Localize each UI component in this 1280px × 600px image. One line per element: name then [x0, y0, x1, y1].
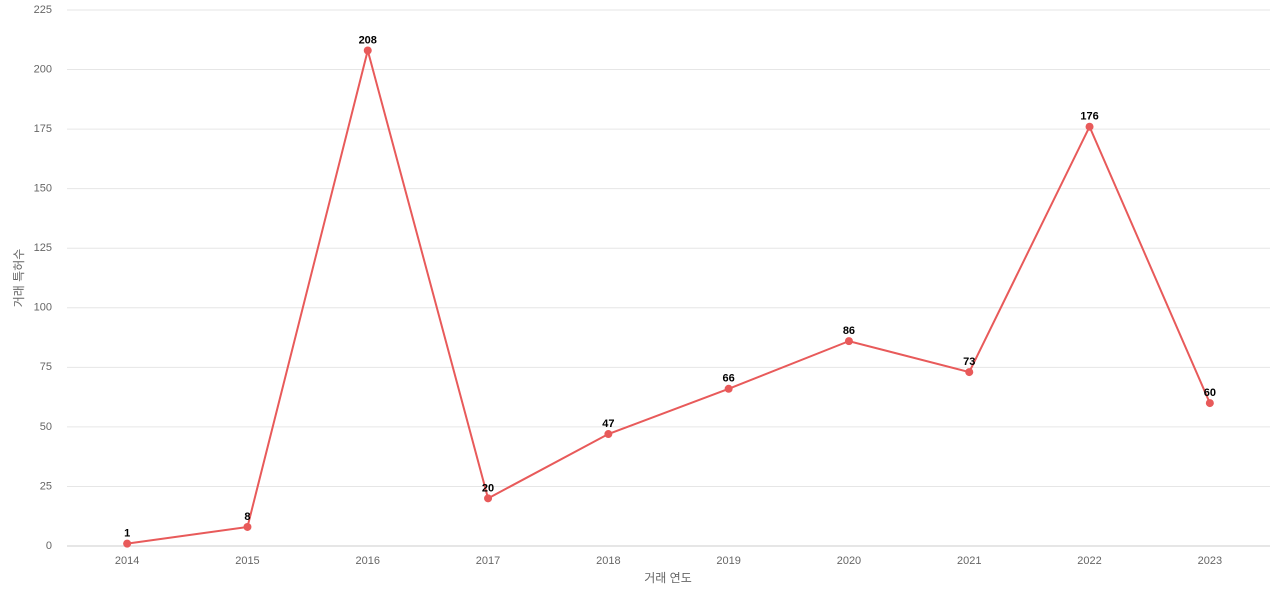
y-axis-title: 거래 특허수: [12, 249, 26, 308]
x-tick-label: 2022: [1077, 555, 1101, 567]
value-label: 208: [359, 34, 377, 46]
value-label: 176: [1080, 111, 1098, 123]
value-label: 60: [1204, 387, 1216, 399]
y-tick-label: 175: [34, 123, 52, 135]
x-tick-label: 2018: [596, 555, 620, 567]
point: [123, 539, 132, 548]
value-label: 73: [963, 356, 975, 368]
point: [1205, 399, 1214, 408]
x-tick-label: 2019: [716, 555, 740, 567]
point: [484, 494, 493, 503]
point: [243, 522, 252, 531]
point: [604, 430, 613, 439]
x-tick-label: 2021: [957, 555, 981, 567]
y-tick-label: 25: [40, 480, 52, 492]
point: [844, 337, 853, 346]
x-tick-label: 2017: [476, 555, 500, 567]
y-tick-label: 225: [34, 4, 52, 16]
x-axis-title: 거래 연도: [644, 571, 692, 585]
value-label: 86: [843, 325, 855, 337]
x-tick-label: 2015: [235, 555, 259, 567]
x-tick-label: 2014: [115, 555, 139, 567]
y-tick-label: 75: [40, 361, 52, 373]
value-label: 66: [723, 373, 735, 385]
y-tick-label: 200: [34, 63, 52, 75]
point: [1085, 122, 1094, 131]
y-tick-label: 150: [34, 183, 52, 195]
line: [127, 46, 1211, 545]
value-label: 1: [124, 528, 130, 540]
y-tick-label: 50: [40, 421, 52, 433]
point: [965, 368, 974, 377]
y-tick-label: 100: [34, 302, 52, 314]
y-tick-label: 0: [46, 540, 52, 552]
x-tick-label: 2016: [356, 555, 380, 567]
value-label: 8: [244, 511, 250, 523]
point: [724, 384, 733, 393]
y-tick-label: 125: [34, 242, 52, 254]
point: [363, 46, 372, 55]
x-tick-label: 2023: [1198, 555, 1222, 567]
value-label: 47: [602, 418, 614, 430]
value-label: 20: [482, 482, 494, 494]
x-tick-label: 2020: [837, 555, 861, 567]
